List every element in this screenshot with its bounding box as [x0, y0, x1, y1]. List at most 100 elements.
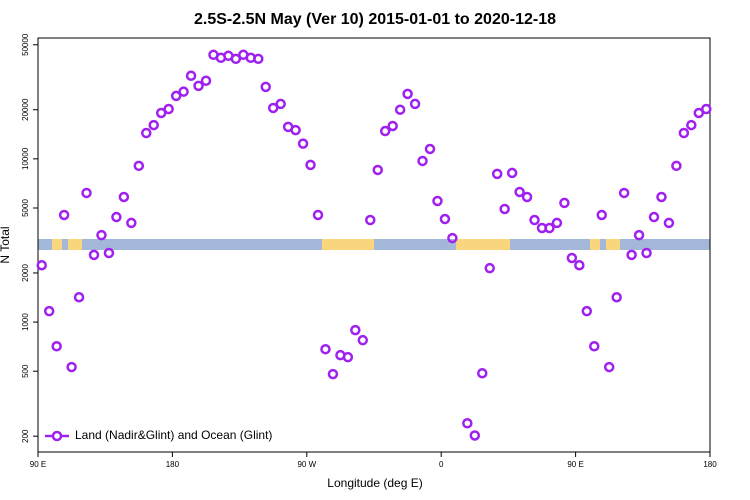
data-point [178, 86, 189, 97]
data-point [566, 252, 578, 264]
data-point [581, 305, 593, 317]
data-point [559, 197, 570, 209]
x-tick-label: 90 E [30, 460, 46, 469]
data-point [230, 53, 242, 65]
data-point [36, 259, 47, 271]
data-point [141, 127, 152, 139]
data-point [447, 232, 458, 244]
data-point [701, 103, 712, 115]
legend-marker [51, 430, 63, 442]
data-point [148, 119, 159, 131]
y-tick-label: 5000 [21, 199, 30, 217]
x-axis-title: Longitude (deg E) [327, 476, 422, 490]
data-point [350, 324, 361, 336]
data-point [469, 430, 481, 441]
data-point [618, 187, 630, 199]
data-point [103, 247, 115, 259]
data-point [603, 361, 615, 373]
data-point [432, 195, 443, 207]
data-point [394, 104, 406, 115]
data-point [633, 229, 645, 241]
data-point [327, 368, 339, 380]
data-point [611, 291, 622, 303]
data-point [305, 159, 316, 171]
data-point [551, 217, 563, 229]
data-point [66, 361, 77, 373]
data-point [58, 209, 70, 221]
data-point [267, 102, 279, 114]
data-point [297, 138, 309, 149]
data-point [409, 98, 421, 110]
data-point [387, 120, 398, 132]
data-point [686, 119, 697, 131]
data-point [51, 341, 62, 352]
data-point [170, 90, 182, 102]
x-tick-label: 180 [703, 460, 717, 469]
data-point [357, 334, 369, 346]
y-tick-label: 20000 [21, 98, 30, 121]
data-point [589, 341, 600, 352]
data-point [193, 80, 204, 92]
data-point [417, 155, 428, 167]
data-point [514, 186, 525, 198]
data-point [185, 70, 197, 81]
data-point [424, 143, 436, 155]
data-point [641, 247, 652, 259]
data-point [402, 88, 413, 100]
y-tick-label: 1000 [21, 313, 30, 331]
data-point [260, 81, 271, 93]
data-point [596, 209, 607, 221]
data-point [484, 262, 495, 274]
data-point [499, 203, 510, 215]
data-point [544, 222, 555, 234]
data-point [663, 217, 675, 229]
y-tick-label: 50000 [21, 33, 30, 56]
land-ocean-strip [38, 239, 710, 250]
data-point [671, 160, 682, 172]
data-point [133, 160, 145, 172]
data-point [372, 164, 383, 176]
data-point [81, 187, 92, 199]
y-tick-label: 500 [21, 364, 30, 378]
data-point [529, 214, 540, 226]
x-tick-label: 0 [439, 460, 444, 469]
data-point [88, 249, 100, 261]
data-point [477, 367, 488, 379]
data-point [163, 103, 174, 115]
x-tick-label: 90 W [297, 460, 316, 469]
data-point [656, 191, 667, 203]
data-point [111, 211, 122, 223]
data-point [73, 291, 85, 303]
data-point [253, 53, 264, 65]
data-point [96, 229, 107, 241]
data-point [678, 127, 690, 139]
data-point [379, 125, 391, 137]
data-point [506, 167, 518, 179]
data-point [275, 98, 286, 110]
data-point [365, 214, 376, 226]
y-axis-title: N Total [0, 226, 12, 263]
data-point [126, 217, 137, 229]
data-point [626, 249, 637, 261]
data-point [43, 305, 55, 317]
data-point [521, 191, 533, 203]
data-point [118, 191, 130, 203]
legend-label: Land (Nadir&Glint) and Ocean (Glint) [75, 428, 272, 442]
data-point [491, 168, 503, 180]
y-tick-label: 200 [21, 429, 30, 443]
data-point [439, 213, 451, 225]
chart-title: 2.5S-2.5N May (Ver 10) 2015-01-01 to 202… [194, 11, 556, 28]
y-tick-label: 10000 [21, 147, 30, 170]
data-point [693, 107, 705, 119]
data-point [462, 418, 473, 429]
data-point [342, 351, 354, 363]
x-tick-label: 180 [166, 460, 180, 469]
data-point [648, 211, 660, 223]
data-point [574, 259, 585, 271]
data-point [200, 75, 212, 86]
y-tick-label: 2000 [21, 263, 30, 281]
x-tick-label: 90 E [567, 460, 583, 469]
plot-frame [37, 37, 711, 453]
data-point [312, 209, 324, 221]
